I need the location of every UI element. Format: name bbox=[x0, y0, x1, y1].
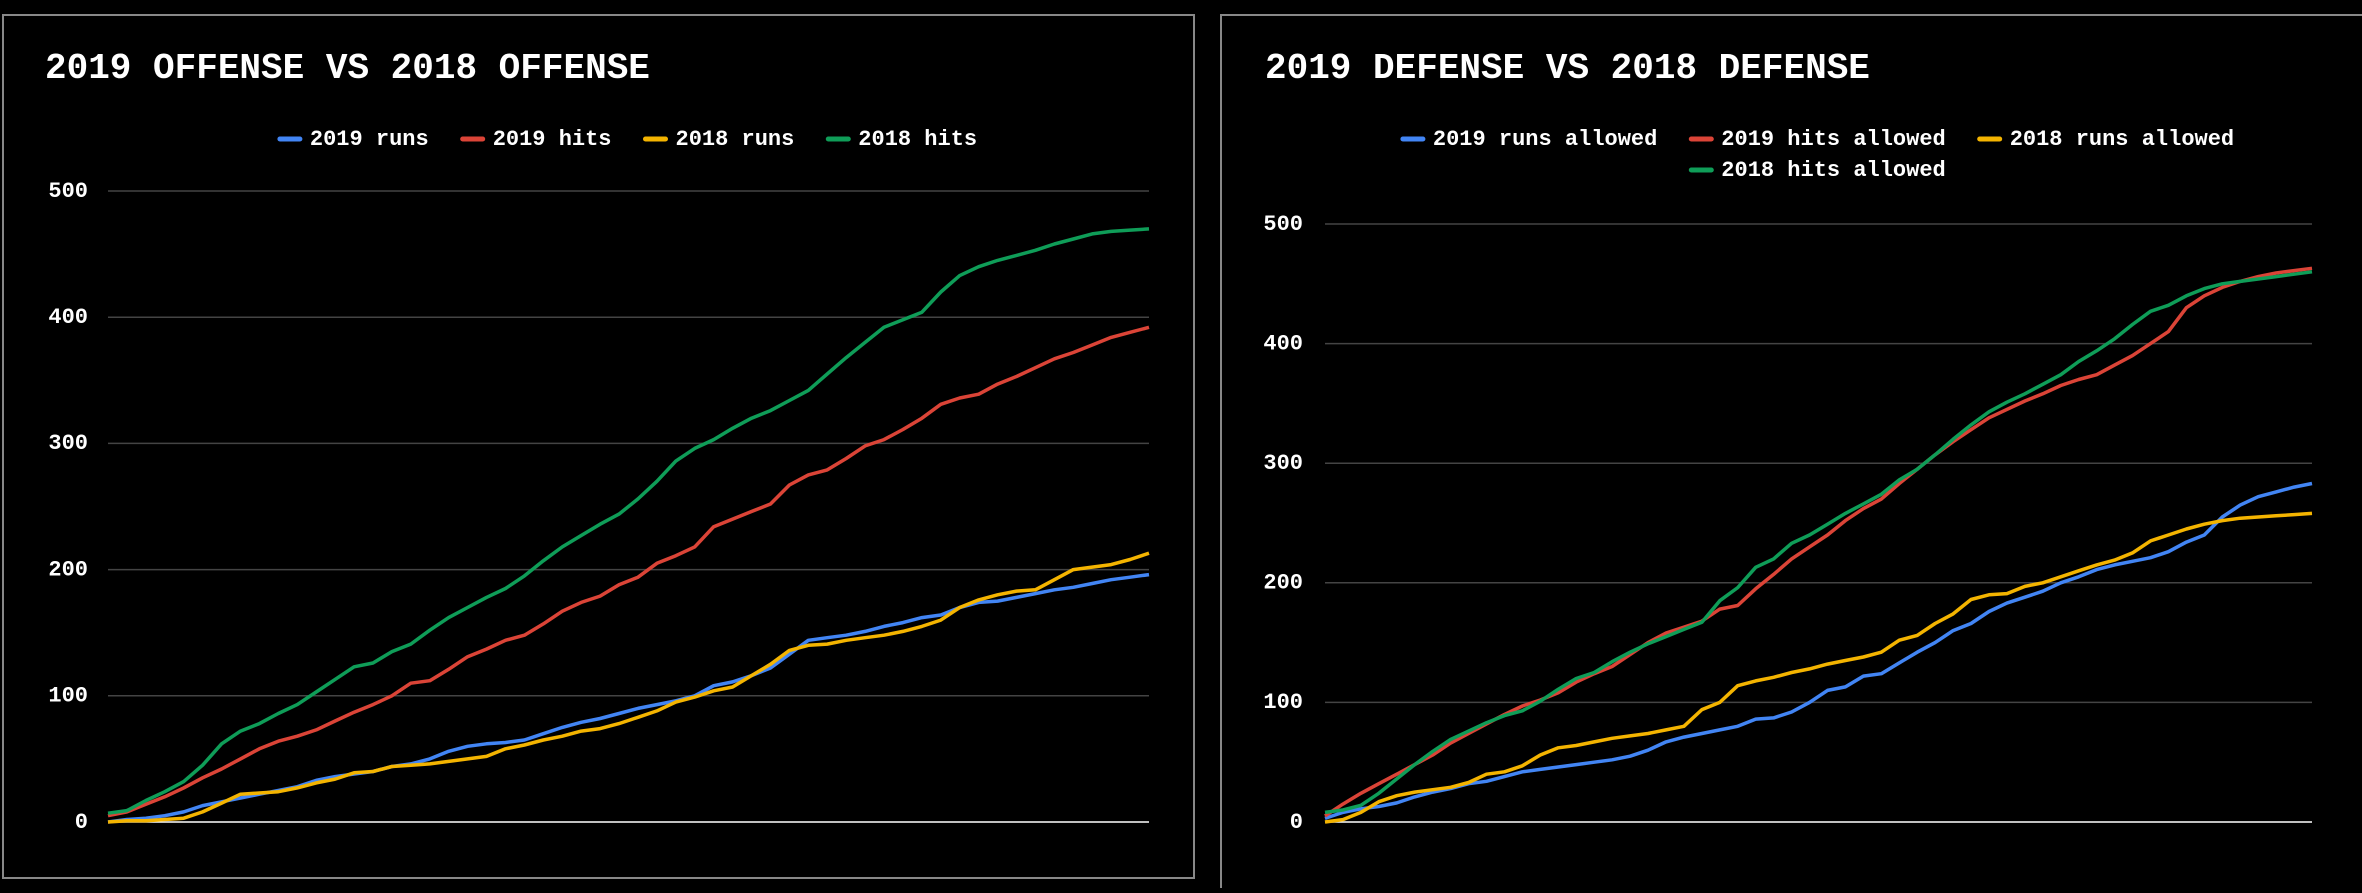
series-line bbox=[1324, 511, 2313, 824]
y-tick-label: 500 bbox=[1263, 212, 1303, 237]
series-line bbox=[1324, 270, 2313, 815]
y-tick-label: 100 bbox=[1263, 690, 1303, 715]
series-line bbox=[107, 325, 1150, 818]
y-tick-label: 200 bbox=[48, 557, 88, 582]
legend-label: 2019 hits allowed bbox=[1721, 127, 1945, 152]
panel-border bbox=[2, 14, 1195, 879]
y-tick-label: 300 bbox=[1263, 451, 1303, 476]
y-tick-label: 100 bbox=[48, 684, 88, 709]
y-tick-label: 300 bbox=[48, 431, 88, 456]
chart-title: 2019 OFFENSE VS 2018 OFFENSE bbox=[45, 48, 650, 89]
y-tick-label: 500 bbox=[48, 179, 88, 204]
legend-label: 2018 runs bbox=[676, 127, 795, 152]
y-tick-label: 400 bbox=[1263, 331, 1303, 356]
legend-label: 2018 runs allowed bbox=[2010, 127, 2234, 152]
legend-label: 2019 hits bbox=[493, 127, 612, 152]
y-tick-label: 0 bbox=[75, 810, 88, 835]
panel-border bbox=[1220, 14, 2362, 893]
legend-label: 2019 runs allowed bbox=[1433, 127, 1657, 152]
y-tick-label: 0 bbox=[1290, 810, 1303, 835]
legend-label: 2018 hits allowed bbox=[1721, 158, 1945, 183]
legend-label: 2019 runs bbox=[310, 127, 429, 152]
series-line bbox=[1324, 266, 2313, 818]
series-line bbox=[107, 551, 1150, 824]
series-line bbox=[1324, 481, 2313, 821]
series-line bbox=[107, 572, 1150, 824]
y-tick-label: 400 bbox=[48, 305, 88, 330]
series-line bbox=[107, 227, 1150, 815]
y-tick-label: 200 bbox=[1263, 571, 1303, 596]
chart-title: 2019 DEFENSE VS 2018 DEFENSE bbox=[1265, 48, 1870, 89]
legend-label: 2018 hits bbox=[858, 127, 977, 152]
